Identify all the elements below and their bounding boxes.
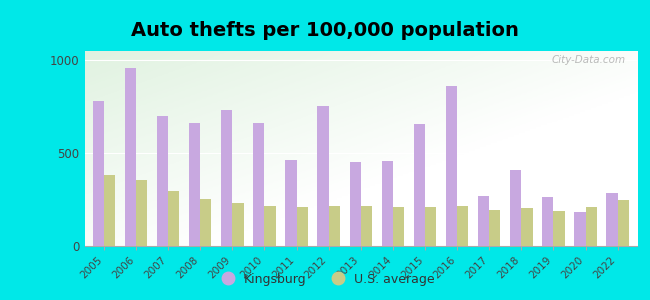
- Bar: [232, 203, 244, 246]
- Bar: [606, 193, 618, 246]
- Bar: [382, 160, 393, 246]
- Bar: [296, 207, 307, 246]
- Bar: [253, 123, 265, 246]
- Bar: [457, 206, 469, 246]
- Bar: [618, 200, 629, 246]
- Text: Auto thefts per 100,000 population: Auto thefts per 100,000 population: [131, 21, 519, 40]
- Bar: [168, 191, 179, 246]
- Bar: [350, 161, 361, 246]
- Bar: [554, 211, 565, 246]
- Bar: [489, 210, 500, 246]
- Bar: [510, 170, 521, 246]
- Text: City-Data.com: City-Data.com: [552, 55, 626, 65]
- Bar: [125, 68, 136, 246]
- Bar: [92, 101, 104, 246]
- Bar: [586, 207, 597, 246]
- Bar: [329, 206, 340, 246]
- Bar: [478, 196, 489, 246]
- Bar: [136, 180, 147, 246]
- Bar: [425, 207, 436, 246]
- Bar: [521, 208, 532, 246]
- Bar: [200, 199, 211, 246]
- Bar: [393, 207, 404, 246]
- Bar: [265, 206, 276, 246]
- Legend: Kingsburg, U.S. average: Kingsburg, U.S. average: [210, 268, 440, 291]
- Bar: [221, 110, 232, 246]
- Bar: [285, 160, 296, 246]
- Bar: [104, 176, 115, 246]
- Bar: [317, 106, 329, 246]
- Bar: [542, 197, 554, 246]
- Bar: [414, 124, 425, 246]
- Bar: [446, 86, 457, 246]
- Bar: [361, 206, 372, 246]
- Bar: [157, 116, 168, 246]
- Bar: [575, 212, 586, 246]
- Bar: [189, 123, 200, 246]
